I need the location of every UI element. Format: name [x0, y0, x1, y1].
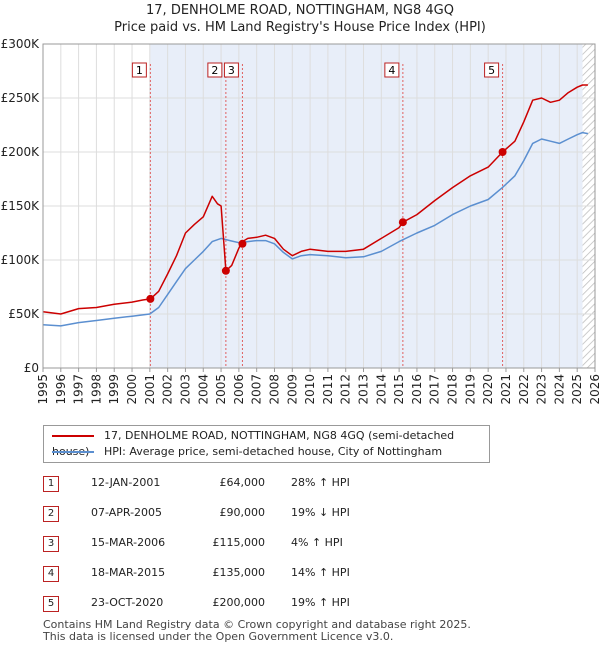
- row-hpi-change: 19% ↓ HPI: [291, 506, 350, 519]
- row-price: £90,000: [219, 506, 266, 519]
- sale-point: [498, 148, 507, 156]
- table-row: 4 18-MAR-2015 £135,000 14% ↑ HPI: [43, 562, 463, 592]
- x-tick-label: 2025: [570, 374, 584, 405]
- row-hpi-change: 14% ↑ HPI: [291, 566, 350, 579]
- x-tick-label: 2011: [321, 374, 335, 405]
- x-tick-label: 2004: [196, 374, 210, 405]
- table-row: 1 12-JAN-2001 £64,000 28% ↑ HPI: [43, 472, 463, 502]
- x-tick-label: 2020: [481, 374, 495, 405]
- table-row: 3 15-MAR-2006 £115,000 4% ↑ HPI: [43, 532, 463, 562]
- table-row: 5 23-OCT-2020 £200,000 19% ↑ HPI: [43, 592, 463, 622]
- sale-number-box: [223, 62, 239, 78]
- sale-number-label: 2: [211, 64, 218, 77]
- x-tick-label: 1998: [89, 374, 103, 405]
- row-price: £200,000: [212, 596, 266, 609]
- sale-number-label: 5: [488, 64, 495, 77]
- row-price: £115,000: [212, 536, 266, 549]
- sale-number-box: [384, 62, 400, 78]
- y-tick-label: £200K: [1, 145, 41, 159]
- x-tick-label: 1999: [107, 374, 121, 405]
- row-date: 15-MAR-2006: [91, 536, 166, 549]
- row-date: 07-APR-2005: [91, 506, 163, 519]
- sale-point: [221, 266, 230, 275]
- x-tick-label: 2013: [357, 374, 371, 405]
- x-tick-label: 2022: [517, 374, 531, 405]
- x-tick-label: 2007: [250, 374, 264, 405]
- sale-number-label: 3: [228, 64, 235, 77]
- footer-copyright: Contains HM Land Registry data © Crown c…: [43, 618, 471, 631]
- property-price-line: [42, 84, 588, 315]
- table-row: 2 07-APR-2005 £90,000 19% ↓ HPI: [43, 502, 463, 532]
- row-number-badge: 5: [43, 596, 59, 612]
- x-tick-label: 2021: [499, 374, 513, 405]
- x-tick-label: 2026: [588, 374, 600, 405]
- row-number-badge: 1: [43, 476, 59, 492]
- row-price: £64,000: [219, 476, 266, 489]
- sale-number-box: [484, 62, 500, 78]
- x-tick-label: 2015: [392, 374, 406, 405]
- x-tick-label: 1996: [54, 374, 68, 405]
- x-tick-label: 1995: [36, 374, 50, 405]
- x-tick-label: 2018: [446, 374, 460, 405]
- x-tick-label: 2019: [463, 374, 477, 405]
- y-tick-label: £50K: [8, 307, 40, 321]
- y-tick-label: £100K: [1, 253, 41, 267]
- row-number-badge: 3: [43, 536, 59, 552]
- row-hpi-change: 19% ↑ HPI: [291, 596, 350, 609]
- x-tick-label: 2003: [178, 374, 192, 405]
- row-date: 18-MAR-2015: [91, 566, 166, 579]
- title-subtitle: Price paid vs. HM Land Registry's House …: [114, 20, 486, 35]
- footer-attribution: Contains HM Land Registry data © Crown c…: [43, 619, 471, 643]
- hpi-line: [42, 131, 589, 327]
- row-hpi-change: 28% ↑ HPI: [291, 476, 350, 489]
- title-address: 17, DENHOLME ROAD, NOTTINGHAM, NG8 4GQ: [146, 3, 454, 18]
- y-tick-label: £150K: [1, 199, 41, 213]
- x-tick-label: 2017: [428, 374, 442, 405]
- x-tick-label: 2012: [339, 374, 353, 405]
- sale-number-label: 1: [136, 64, 143, 77]
- sale-point: [398, 218, 407, 227]
- x-tick-label: 2001: [143, 374, 157, 405]
- x-tick-label: 2002: [161, 374, 175, 405]
- chart-title: 17, DENHOLME ROAD, NOTTINGHAM, NG8 4GQ P…: [0, 2, 600, 36]
- transactions-table: 1 12-JAN-2001 £64,000 28% ↑ HPI 2 07-APR…: [43, 472, 463, 622]
- sale-point: [146, 294, 155, 303]
- x-tick-label: 2009: [285, 374, 299, 405]
- row-hpi-change: 4% ↑ HPI: [291, 536, 343, 549]
- legend-item-hpi: HPI: Average price, semi-detached house,…: [52, 444, 442, 460]
- x-tick-label: 2008: [267, 374, 281, 405]
- row-price: £135,000: [212, 566, 266, 579]
- legend-item-property: 17, DENHOLME ROAD, NOTTINGHAM, NG8 4GQ (…: [52, 428, 489, 458]
- legend-swatch-property: [52, 435, 94, 437]
- sale-number-label: 4: [388, 64, 395, 77]
- x-tick-label: 2006: [232, 374, 246, 405]
- x-tick-label: 2000: [125, 374, 139, 405]
- footer-licence: This data is licensed under the Open Gov…: [43, 630, 394, 643]
- legend-label-property: 17, DENHOLME ROAD, NOTTINGHAM, NG8 4GQ (…: [52, 429, 455, 458]
- legend-swatch-hpi: [52, 451, 94, 453]
- row-number-badge: 2: [43, 506, 59, 522]
- x-tick-label: 1997: [72, 374, 86, 405]
- x-tick-label: 2023: [535, 374, 549, 405]
- row-date: 12-JAN-2001: [91, 476, 161, 489]
- x-tick-label: 2010: [303, 374, 317, 405]
- plot-frame: [42, 43, 596, 369]
- row-number-badge: 4: [43, 566, 59, 582]
- sale-number-box: [131, 62, 147, 78]
- x-tick-label: 2005: [214, 374, 228, 405]
- y-tick-label: £250K: [1, 91, 41, 105]
- x-tick-label: 2024: [552, 374, 566, 405]
- row-date: 23-OCT-2020: [91, 596, 164, 609]
- y-tick-label: £300K: [1, 37, 41, 51]
- legend-label-hpi: HPI: Average price, semi-detached house,…: [104, 445, 443, 458]
- legend: 17, DENHOLME ROAD, NOTTINGHAM, NG8 4GQ (…: [43, 425, 490, 463]
- sale-number-box: [207, 62, 223, 78]
- x-tick-label: 2014: [374, 374, 388, 405]
- sale-point: [238, 239, 247, 248]
- x-tick-label: 2016: [410, 374, 424, 405]
- y-tick-label: £0: [24, 361, 39, 375]
